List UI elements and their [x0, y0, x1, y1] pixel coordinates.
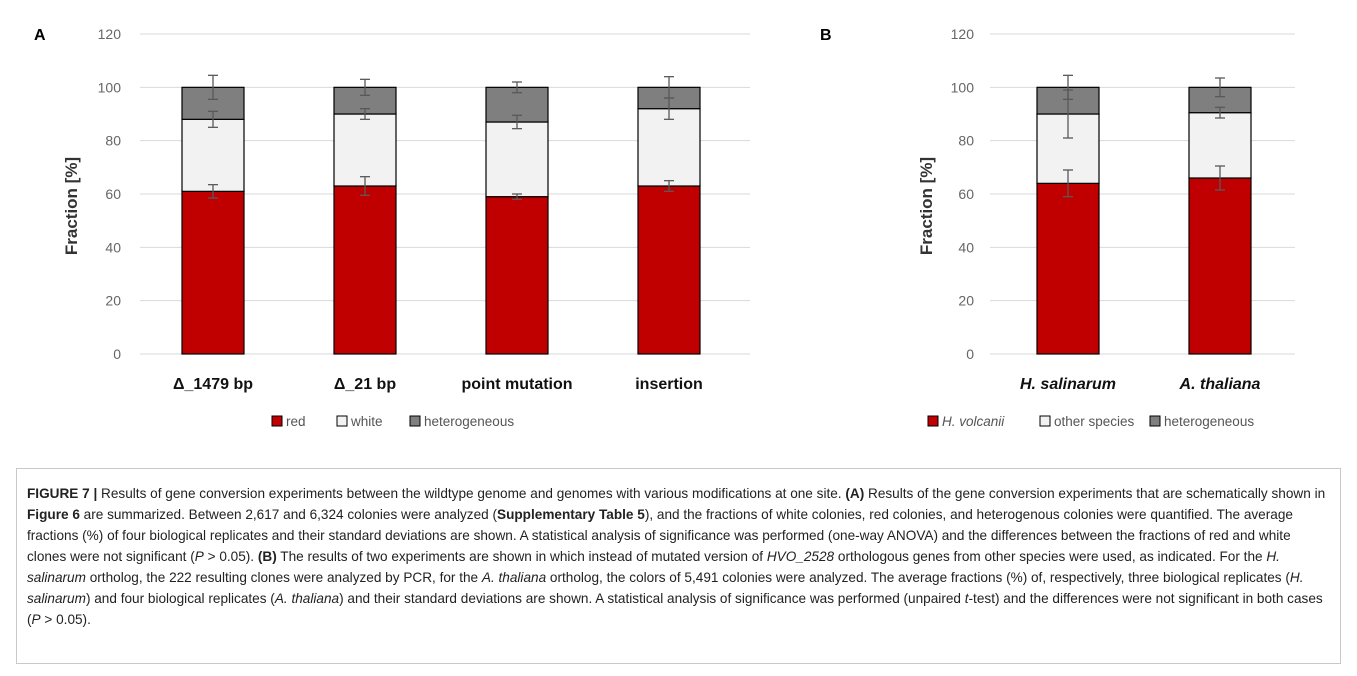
y-tick-label: 40 [105, 239, 121, 255]
panel-letter: A [34, 27, 46, 44]
bar-segment [485, 196, 549, 355]
caption-segment: Supplementary Table 5 [497, 507, 645, 522]
caption-segment: (B) [257, 549, 277, 564]
legend-label: red [286, 414, 306, 429]
caption-segment: ) and their standard deviations are show… [339, 591, 965, 606]
caption-segment: orthologous genes from other species wer… [834, 549, 1267, 564]
caption-segment: are summarized. Between 2,617 and 6,324 … [79, 507, 497, 522]
caption-segment: P [194, 549, 204, 564]
legend-swatch [1039, 415, 1051, 427]
bar-segment [333, 113, 397, 187]
x-category-label: A. thaliana [1179, 376, 1261, 393]
y-tick-label: 120 [951, 26, 975, 42]
caption-segment: H. salinarum [27, 570, 1304, 606]
y-tick-label: 80 [105, 133, 121, 149]
y-tick-label: 20 [105, 293, 121, 309]
legend-label: heterogeneous [1164, 414, 1254, 429]
legend-swatch [927, 415, 939, 427]
caption-segment: Results of the gene conversion experimen… [864, 486, 1326, 501]
legend-swatch [409, 415, 421, 427]
bar-segment [1188, 177, 1252, 355]
figure-caption: FIGURE 7 | Results of gene conversion ex… [16, 468, 1341, 664]
caption-segment: -test) and the differences were not sign… [27, 591, 1323, 627]
caption-segment: A. thaliana [274, 591, 340, 606]
bar-segment [485, 121, 549, 198]
y-tick-label: 100 [98, 79, 122, 95]
caption-segment: > 0.05). [203, 549, 258, 564]
y-tick-label: 0 [113, 346, 121, 362]
x-category-label: insertion [635, 376, 703, 393]
y-tick-label: 100 [951, 79, 975, 95]
caption-segment: ), and the fractions of white colonies, … [27, 507, 1293, 564]
legend-label: other species [1054, 414, 1135, 429]
chart-panel-a: A 0 20 40 60 80 100 120 Fraction [%] Δ_1479 bp Δ_2… [34, 26, 750, 429]
bar-segment [1036, 182, 1100, 355]
caption-body: Results of gene conversion experiments b… [27, 486, 1325, 627]
legend-swatch [271, 415, 283, 427]
caption-segment: (A) [845, 486, 865, 501]
legend-label: heterogeneous [424, 414, 514, 429]
y-axis-label: Fraction [%] [917, 157, 936, 255]
x-category-label: Δ_1479 bp [173, 376, 253, 393]
y-tick-label: 60 [958, 186, 974, 202]
x-category-label: H. salinarum [1020, 376, 1116, 393]
figure-charts: A 0 20 40 60 80 100 120 Fraction [%] Δ_1479 bp Δ_2… [34, 26, 1295, 429]
caption-segment: The results of two experiments are shown… [276, 549, 767, 564]
chart-panel-b: B 0 20 40 60 80 100 120 Fraction [%] H. salinarum… [820, 26, 1295, 429]
legend-swatch [336, 415, 348, 427]
y-tick-label: 40 [958, 239, 974, 255]
y-tick-label: 80 [958, 133, 974, 149]
caption-figure-label: FIGURE 7 | [27, 486, 98, 501]
y-tick-label: 60 [105, 186, 121, 202]
x-category-label: point mutation [461, 376, 572, 393]
caption-segment: H. salinarum [27, 549, 1280, 585]
bar-segment [637, 185, 701, 355]
caption-segment: Results of gene conversion experiments b… [97, 486, 846, 501]
bar-segment [181, 118, 245, 192]
caption-segment: ) and four biological replicates ( [85, 591, 275, 606]
legend-label: white [350, 414, 383, 429]
caption-segment: P [31, 612, 41, 627]
caption-segment: A. thaliana [481, 570, 547, 585]
legend-label: H. volcanii [942, 414, 1005, 429]
y-tick-label: 120 [98, 26, 122, 42]
y-axis-label: Fraction [%] [62, 157, 81, 255]
panel-letter: B [820, 27, 832, 44]
caption-segment: ortholog, the 222 resulting clones were … [85, 570, 482, 585]
bar-segment [333, 185, 397, 355]
caption-segment: ortholog, the colors of 5,491 colonies w… [546, 570, 1290, 585]
caption-segment: > 0.05). [40, 612, 91, 627]
y-tick-label: 20 [958, 293, 974, 309]
bar-segment [181, 190, 245, 355]
y-tick-label: 0 [966, 346, 974, 362]
bar-segment [637, 108, 701, 187]
caption-segment: t [964, 591, 969, 606]
caption-segment: Figure 6 [27, 507, 80, 522]
caption-segment: HVO_2528 [766, 549, 835, 564]
x-category-label: Δ_21 bp [334, 376, 396, 393]
legend-swatch [1149, 415, 1161, 427]
